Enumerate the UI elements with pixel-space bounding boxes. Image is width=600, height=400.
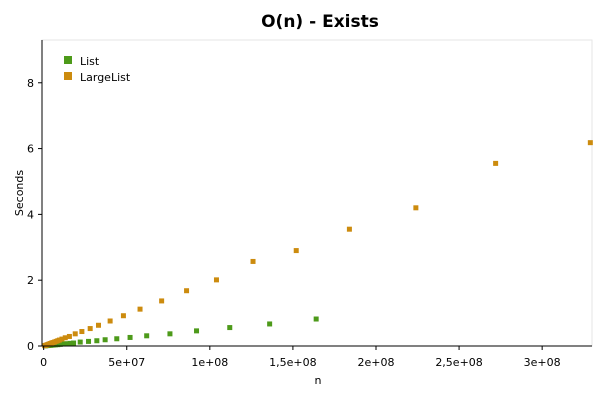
- x-axis-label: n: [315, 374, 322, 387]
- data-point-largelist: [587, 140, 593, 146]
- data-point-list: [71, 340, 77, 346]
- y-tick-label: 8: [27, 77, 34, 90]
- y-tick-label: 4: [27, 208, 34, 221]
- data-point-largelist: [120, 313, 126, 319]
- data-point-list: [194, 328, 200, 334]
- x-tick-label: 0: [40, 356, 47, 369]
- series-largelist: [42, 140, 593, 349]
- x-tick-label: 1,5e+08: [269, 356, 316, 369]
- x-ticks: 0 5e+07 1e+08 1,5e+08 2e+08 2,5e+08 3e+08: [40, 346, 561, 369]
- legend-label-largelist: LargeList: [80, 71, 131, 84]
- data-point-largelist: [79, 329, 85, 335]
- y-tick-label: 2: [27, 274, 34, 287]
- data-point-list: [77, 339, 83, 345]
- data-point-largelist: [293, 248, 299, 254]
- data-point-list: [144, 333, 150, 339]
- data-point-largelist: [250, 258, 256, 264]
- data-point-largelist: [493, 160, 499, 166]
- x-tick-label: 2,5e+08: [435, 356, 482, 369]
- y-ticks: 0 2 4 6 8: [27, 77, 42, 353]
- y-tick-label: 0: [27, 340, 34, 353]
- data-point-list: [64, 341, 70, 347]
- data-point-largelist: [62, 335, 68, 341]
- data-point-largelist: [107, 318, 113, 324]
- x-tick-label: 2e+08: [357, 356, 394, 369]
- data-point-list: [61, 341, 67, 347]
- y-tick-label: 6: [27, 143, 34, 156]
- data-point-list: [227, 325, 233, 331]
- data-point-list: [57, 341, 63, 347]
- x-tick-label: 5e+07: [108, 356, 145, 369]
- data-point-list: [267, 321, 273, 327]
- data-point-list: [127, 334, 133, 340]
- data-point-list: [94, 338, 100, 344]
- data-point-largelist: [137, 306, 143, 312]
- legend-label-list: List: [80, 55, 100, 68]
- x-tick-label: 1e+08: [191, 356, 228, 369]
- data-point-largelist: [87, 326, 93, 332]
- chart-title: O(n) - Exists: [261, 12, 379, 32]
- legend: List LargeList: [64, 55, 131, 84]
- data-point-largelist: [346, 226, 352, 232]
- y-axis-label: Seconds: [13, 170, 26, 216]
- data-point-largelist: [159, 298, 165, 304]
- x-tick-label: 3e+08: [524, 356, 561, 369]
- data-point-list: [167, 331, 173, 337]
- data-point-list: [114, 336, 120, 342]
- data-point-largelist: [213, 277, 219, 283]
- data-point-list: [67, 340, 73, 346]
- data-point-largelist: [66, 333, 72, 339]
- data-point-largelist: [413, 205, 419, 211]
- data-point-largelist: [95, 322, 101, 328]
- data-point-list: [102, 337, 108, 343]
- data-point-list: [313, 316, 319, 322]
- data-point-largelist: [59, 336, 65, 342]
- plot-frame: [41, 39, 593, 347]
- legend-swatch-largelist: [64, 72, 72, 80]
- data-point-list: [86, 338, 92, 344]
- data-point-largelist: [72, 331, 78, 337]
- series-layer: [42, 140, 593, 349]
- data-point-largelist: [184, 288, 190, 294]
- legend-swatch-list: [64, 56, 72, 64]
